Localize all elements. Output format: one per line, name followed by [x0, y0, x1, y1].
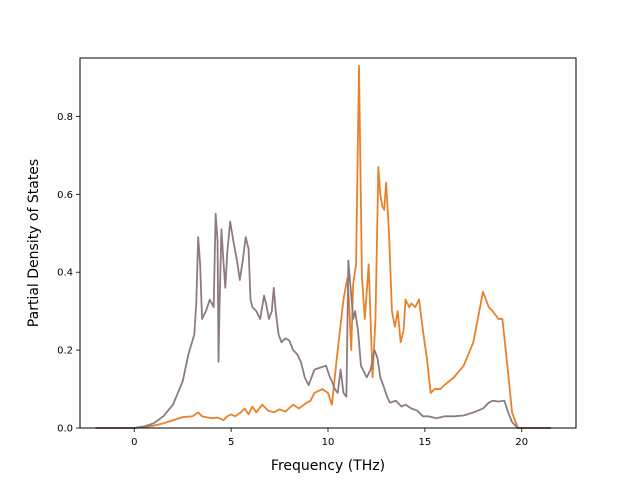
y-axis-label: Partial Density of States: [26, 159, 42, 327]
series-line-1: [95, 64, 551, 429]
y-tick-label: 0.2: [57, 346, 73, 357]
x-axis-label: Frequency (THz): [271, 458, 385, 474]
series-layer: [95, 64, 551, 429]
y-ticks: 0.0 0.2 0.4 0.6 0.8: [57, 112, 80, 435]
x-tick-label: 5: [228, 437, 234, 448]
y-tick-label: 0.0: [57, 424, 73, 435]
x-tick-label: 20: [515, 437, 528, 448]
x-tick-label: 0: [131, 437, 137, 448]
y-tick-label: 0.4: [57, 268, 73, 279]
y-tick-label: 0.8: [57, 112, 73, 123]
x-tick-label: 10: [322, 437, 335, 448]
series-line-2: [95, 212, 551, 429]
x-tick-label: 15: [419, 437, 432, 448]
y-tick-label: 0.6: [57, 190, 73, 201]
x-ticks: 0 5 10 15 20: [131, 428, 528, 448]
